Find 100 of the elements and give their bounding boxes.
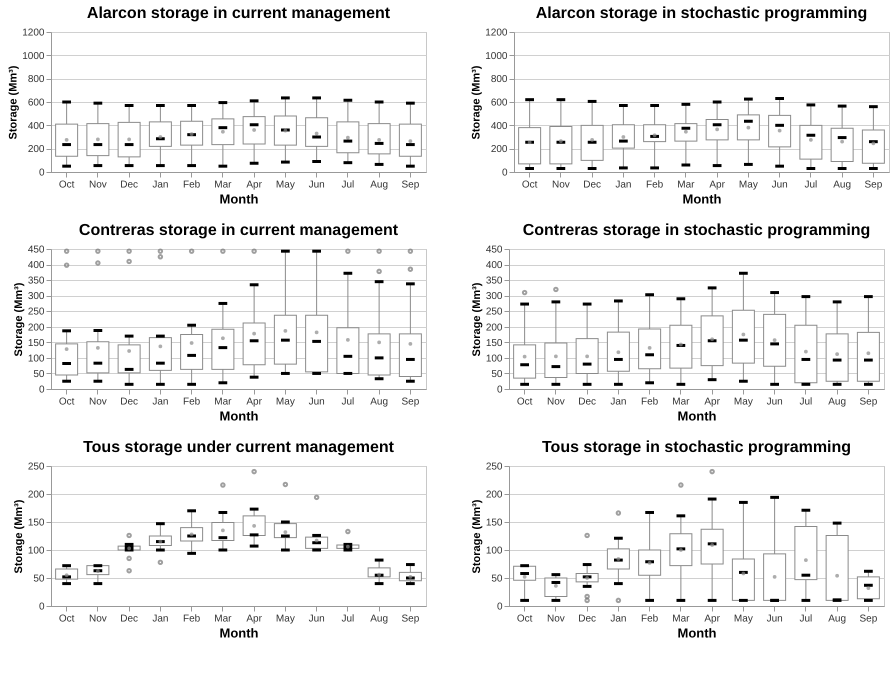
x-tick-label: Jul	[799, 614, 812, 624]
x-tick-label: Feb	[183, 180, 201, 190]
x-axis-title: Month	[678, 626, 717, 640]
x-tick-label: Mar	[214, 396, 232, 408]
x-tick-label: Jun	[308, 180, 325, 190]
chart-title: Tous storage under current management	[83, 439, 395, 456]
x-tick-label: May	[738, 180, 758, 190]
y-tick-label: 400	[28, 120, 45, 132]
y-tick-label: 0	[38, 168, 45, 178]
x-tick-label: Aug	[828, 396, 846, 408]
x-tick-label: Dec	[120, 396, 138, 408]
x-tick-label: Mar	[214, 614, 232, 624]
x-tick-label: Oct	[516, 396, 533, 408]
y-tick-label: 200	[486, 490, 503, 500]
y-tick-label: 150	[28, 518, 45, 528]
y-tick-label: 100	[28, 546, 45, 556]
y-tick-label: 0	[38, 602, 45, 612]
x-tick-label: Dec	[578, 614, 596, 624]
x-tick-label: May	[276, 396, 295, 408]
y-tick-label: 1200	[22, 28, 45, 38]
y-axis-title: Storage (Mm³)	[12, 282, 25, 356]
x-tick-label: Jul	[341, 396, 354, 408]
x-tick-label: Dec	[120, 180, 138, 190]
y-tick-label: 250	[28, 462, 45, 472]
y-tick-label: 600	[490, 98, 508, 108]
x-tick-label: Jul	[804, 180, 818, 190]
x-tick-label: Oct	[522, 180, 538, 190]
x-tick-label: Apr	[704, 396, 721, 408]
x-tick-label: Sep	[401, 614, 420, 624]
x-tick-label: Mar	[677, 180, 696, 190]
x-axis-title: Month	[682, 192, 722, 206]
x-tick-label: Sep	[864, 180, 883, 190]
x-tick-label: Oct	[58, 396, 75, 408]
x-axis-title: Month	[220, 408, 259, 424]
x-tick-label: Apr	[704, 614, 721, 624]
x-tick-label: Dec	[578, 396, 596, 408]
y-tick-label: 50	[491, 368, 503, 380]
x-tick-label: Aug	[370, 396, 388, 408]
x-tick-label: Aug	[828, 614, 846, 624]
x-tick-label: Apr	[246, 180, 263, 190]
chart-title: Alarcon storage in stochastic programming	[536, 5, 868, 22]
y-tick-label: 200	[28, 322, 45, 334]
y-tick-label: 1000	[485, 50, 508, 62]
y-tick-label: 200	[28, 144, 45, 156]
y-tick-label: 100	[486, 353, 503, 364]
y-tick-label: 50	[33, 574, 45, 584]
x-tick-label: Sep	[401, 180, 420, 190]
x-axis-title: Month	[220, 192, 259, 206]
x-tick-label: Dec	[120, 614, 138, 624]
y-tick-label: 150	[486, 518, 503, 528]
x-tick-label: Nov	[88, 180, 107, 190]
x-tick-label: Jul	[799, 396, 812, 408]
x-tick-label: Aug	[833, 180, 852, 190]
x-tick-label: Feb	[183, 396, 201, 408]
x-tick-label: Aug	[370, 614, 388, 624]
y-tick-label: 0	[496, 602, 503, 612]
y-tick-label: 350	[486, 276, 503, 287]
x-tick-label: Apr	[709, 180, 726, 190]
x-axis-title: Month	[220, 626, 259, 640]
y-tick-label: 200	[490, 144, 508, 156]
y-tick-label: 450	[486, 244, 503, 256]
x-tick-label: Oct	[58, 614, 75, 624]
x-tick-label: Jun	[308, 396, 325, 408]
x-tick-label: Nov	[546, 396, 565, 408]
x-tick-label: Jun	[766, 614, 783, 624]
x-axis-title: Month	[678, 408, 717, 424]
x-tick-label: Oct	[516, 614, 533, 624]
x-tick-label: Feb	[641, 396, 659, 408]
x-tick-label: Sep	[401, 396, 420, 408]
y-tick-label: 400	[28, 260, 45, 272]
x-tick-label: Jul	[341, 180, 354, 190]
y-axis-title: Storage (Mm³)	[7, 65, 20, 140]
y-tick-label: 200	[28, 490, 45, 500]
x-tick-label: Nov	[546, 614, 565, 624]
chart-title: Tous storage in stochastic programming	[542, 439, 852, 456]
x-tick-label: Nov	[552, 180, 570, 190]
x-tick-label: May	[276, 180, 295, 190]
x-tick-label: May	[276, 614, 295, 624]
x-tick-label: Jun	[772, 180, 788, 190]
y-tick-label: 150	[486, 338, 503, 349]
x-tick-label: Jun	[308, 614, 325, 624]
x-tick-label: Mar	[672, 614, 690, 624]
x-tick-label: Jan	[152, 180, 168, 190]
x-tick-label: May	[734, 614, 753, 624]
x-tick-label: Apr	[246, 614, 263, 624]
x-tick-label: Oct	[58, 180, 75, 190]
y-tick-label: 100	[28, 353, 45, 364]
x-tick-label: Mar	[672, 396, 690, 408]
chart-title: Contreras storage in current management	[78, 222, 399, 239]
x-tick-label: Jan	[610, 614, 626, 624]
y-tick-label: 250	[486, 462, 503, 472]
y-tick-label: 300	[28, 291, 45, 302]
y-axis-title: Storage (Mm³)	[470, 499, 483, 574]
x-tick-label: Jan	[152, 614, 168, 624]
y-tick-label: 50	[33, 368, 45, 380]
x-tick-label: Dec	[583, 180, 602, 190]
x-tick-label: Jan	[152, 396, 168, 408]
y-tick-label: 1200	[485, 28, 508, 38]
y-tick-label: 250	[486, 306, 503, 318]
y-tick-label: 400	[486, 260, 503, 272]
